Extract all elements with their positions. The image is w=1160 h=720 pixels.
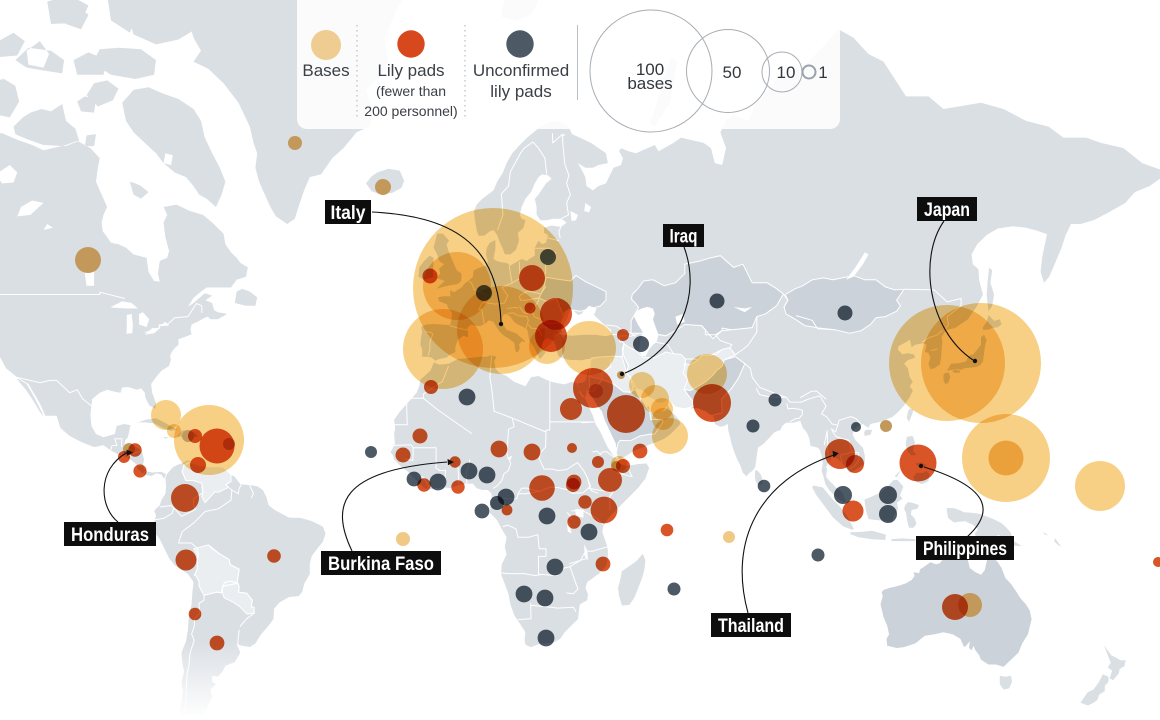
svg-text:Burkina Faso: Burkina Faso (328, 554, 434, 575)
svg-text:lily pads: lily pads (490, 82, 551, 101)
svg-text:Unconfirmed: Unconfirmed (473, 61, 569, 80)
svg-text:50: 50 (723, 63, 742, 82)
svg-text:Honduras: Honduras (71, 525, 149, 546)
svg-text:Japan: Japan (924, 200, 970, 221)
svg-text:Philippines: Philippines (923, 539, 1007, 560)
svg-text:Thailand: Thailand (718, 616, 784, 637)
svg-text:1: 1 (818, 63, 827, 82)
svg-text:100: 100 (636, 60, 664, 79)
svg-text:Iraq: Iraq (670, 227, 698, 248)
svg-text:bases: bases (627, 74, 672, 93)
svg-text:Italy: Italy (331, 203, 366, 224)
svg-text:200 personnel): 200 personnel) (364, 103, 457, 119)
svg-text:Lily pads: Lily pads (377, 61, 444, 80)
svg-text:Bases: Bases (302, 61, 349, 80)
svg-text:(fewer than: (fewer than (376, 83, 446, 99)
svg-text:10: 10 (777, 63, 796, 82)
